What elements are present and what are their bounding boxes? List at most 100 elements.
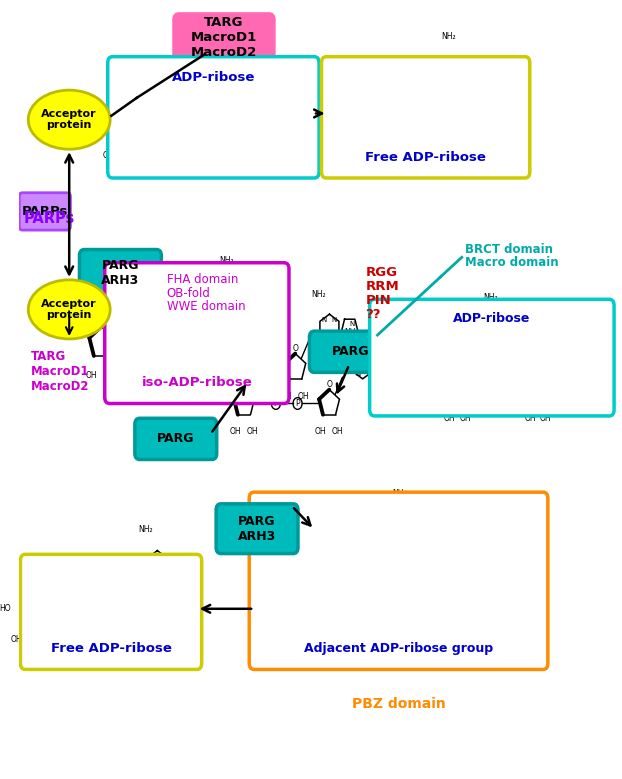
Text: NH₂: NH₂	[483, 293, 498, 302]
Text: N: N	[432, 520, 437, 527]
Text: PBZ domain: PBZ domain	[351, 697, 445, 711]
Text: P: P	[274, 399, 278, 408]
Text: O: O	[282, 544, 289, 553]
Text: O: O	[368, 572, 374, 581]
Text: HO: HO	[0, 605, 11, 613]
Text: O: O	[115, 97, 121, 106]
Text: P: P	[161, 338, 166, 347]
Text: OH: OH	[460, 414, 471, 422]
Text: O: O	[215, 97, 220, 106]
Text: OH: OH	[458, 619, 470, 629]
Text: N: N	[355, 354, 360, 360]
Text: P: P	[238, 363, 243, 372]
Text: NH₂: NH₂	[138, 525, 152, 534]
Text: N: N	[481, 563, 487, 569]
Text: P: P	[506, 386, 510, 396]
Text: HO: HO	[294, 115, 306, 123]
Text: Free ADP-ribose: Free ADP-ribose	[50, 643, 172, 655]
Text: O: O	[98, 317, 104, 326]
Text: NH₂: NH₂	[345, 327, 360, 337]
Text: OH: OH	[540, 414, 552, 422]
Text: N: N	[243, 285, 248, 291]
Text: OH: OH	[247, 428, 258, 436]
Text: N: N	[453, 62, 458, 67]
Text: WWE domain: WWE domain	[167, 300, 245, 313]
Text: Free ADP-ribose: Free ADP-ribose	[365, 151, 486, 164]
Text: O: O	[292, 344, 298, 353]
Text: N: N	[332, 317, 337, 323]
Text: O: O	[198, 317, 203, 326]
Text: O: O	[466, 344, 471, 354]
Text: O: O	[373, 544, 378, 553]
Text: OH: OH	[122, 150, 134, 160]
Text: OH: OH	[471, 391, 483, 400]
Text: N: N	[365, 354, 370, 360]
Text: O: O	[241, 380, 247, 389]
Text: OH: OH	[356, 619, 368, 629]
Text: O: O	[320, 93, 326, 102]
Text: O: O	[535, 368, 541, 377]
Text: OH: OH	[444, 414, 455, 422]
Ellipse shape	[28, 90, 110, 150]
Text: N: N	[263, 290, 268, 296]
Text: OH: OH	[289, 594, 300, 602]
Text: OH: OH	[307, 146, 319, 156]
Text: P: P	[358, 115, 362, 123]
Text: PARG
ARH3: PARG ARH3	[238, 515, 276, 543]
Text: ADP-ribose: ADP-ribose	[172, 71, 255, 83]
Text: O: O	[383, 344, 388, 354]
Text: N: N	[403, 516, 408, 522]
Text: N: N	[350, 321, 355, 327]
Text: OH: OH	[426, 146, 438, 156]
Text: OH: OH	[205, 371, 216, 379]
Text: N: N	[180, 559, 185, 565]
Ellipse shape	[28, 280, 110, 339]
Text: PARG
ARH3: PARG ARH3	[101, 259, 139, 287]
Text: OH: OH	[103, 150, 114, 160]
Text: N: N	[259, 65, 264, 71]
Text: OH: OH	[185, 371, 197, 379]
Text: PARPs: PARPs	[21, 205, 68, 218]
Text: NH₂: NH₂	[236, 36, 251, 44]
Text: N: N	[572, 344, 577, 350]
Text: P: P	[435, 363, 440, 372]
Text: N: N	[248, 65, 253, 71]
Text: O: O	[419, 93, 425, 102]
Text: O: O	[23, 583, 29, 593]
Text: N: N	[322, 335, 327, 340]
Text: OH: OH	[105, 371, 117, 379]
Text: N: N	[588, 347, 593, 354]
Text: P: P	[400, 591, 405, 600]
Text: PARG: PARG	[332, 345, 369, 358]
Text: RGG: RGG	[366, 266, 397, 280]
Text: N: N	[494, 319, 499, 325]
FancyBboxPatch shape	[249, 492, 548, 669]
Text: P: P	[178, 118, 183, 127]
Text: N: N	[160, 554, 165, 560]
FancyBboxPatch shape	[21, 555, 202, 669]
Text: NH₂: NH₂	[392, 488, 407, 498]
Text: N: N	[521, 323, 526, 329]
FancyBboxPatch shape	[108, 57, 319, 178]
Text: OH: OH	[202, 150, 213, 160]
Text: OH: OH	[86, 371, 97, 379]
Text: N: N	[403, 534, 408, 540]
Text: ADP-ribose: ADP-ribose	[453, 312, 531, 325]
Text: RRM: RRM	[366, 280, 399, 294]
Text: NH₂: NH₂	[220, 256, 234, 265]
Text: OH: OH	[315, 428, 327, 436]
Text: Acceptor
protein: Acceptor protein	[42, 298, 97, 320]
Text: OH: OH	[211, 392, 223, 401]
Text: OH: OH	[388, 391, 399, 400]
Text: OH: OH	[524, 414, 536, 422]
Text: N: N	[413, 516, 418, 522]
Text: OH: OH	[361, 594, 372, 602]
Text: O: O	[205, 344, 211, 353]
FancyBboxPatch shape	[19, 192, 70, 230]
Text: OH: OH	[221, 150, 233, 160]
Text: N: N	[453, 82, 458, 87]
Text: OH: OH	[29, 636, 40, 644]
Text: OH: OH	[327, 146, 338, 156]
FancyBboxPatch shape	[369, 299, 614, 416]
Text: TARG
MacroD1
MacroD2: TARG MacroD1 MacroD2	[31, 350, 90, 393]
